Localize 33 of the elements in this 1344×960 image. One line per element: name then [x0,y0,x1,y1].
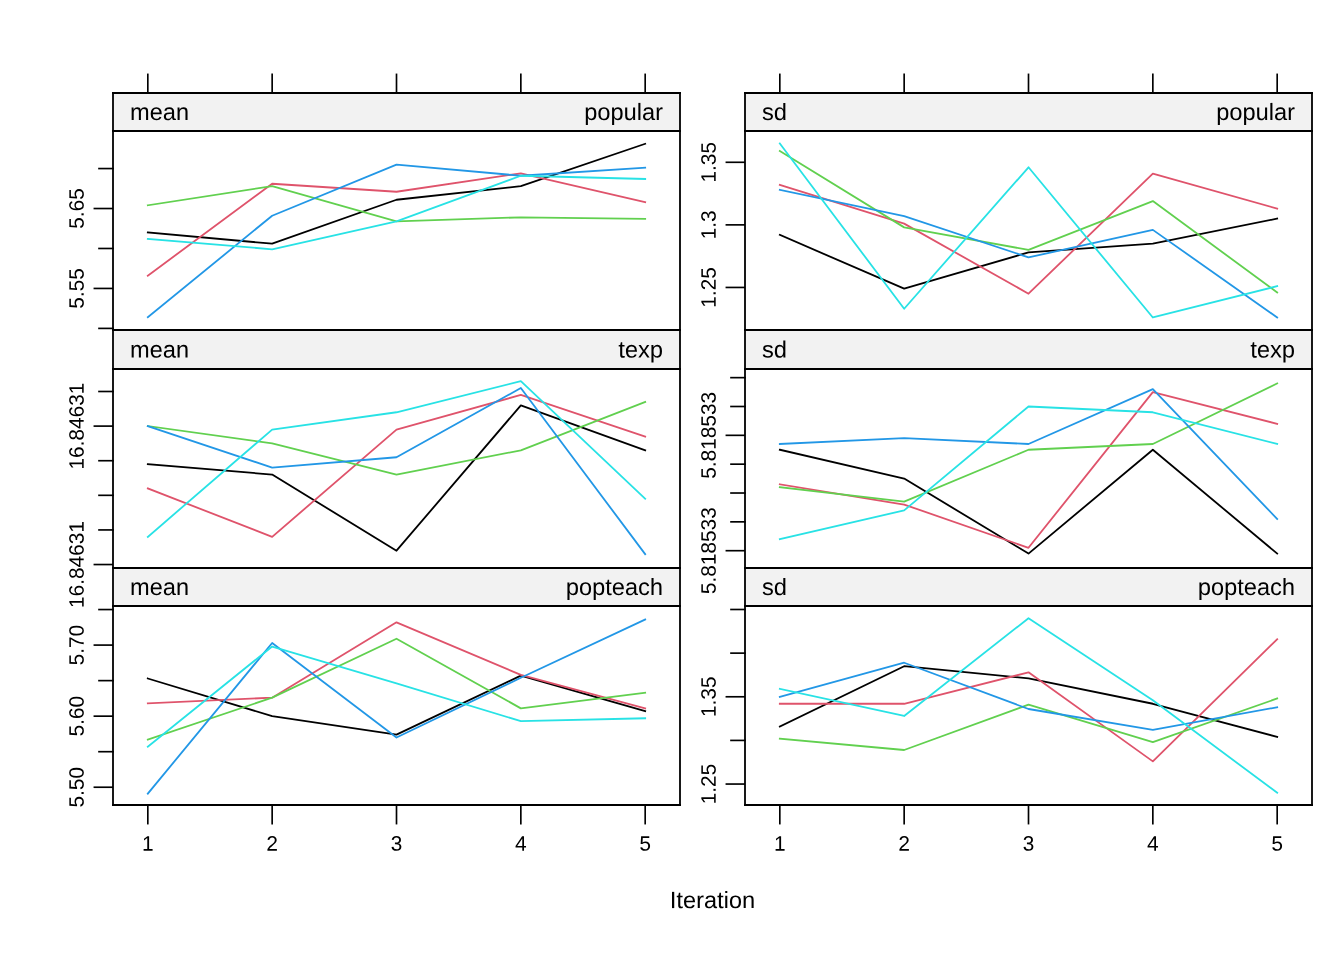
chart-subtitle: popteach [1199,577,1294,600]
y-tick-label: 1.25 [701,764,716,803]
x-tick-label: 3 [1023,836,1034,851]
chart-title: sd [762,577,786,596]
y-tick-label: 1.35 [701,677,716,716]
x-tick-label: 5 [640,836,651,851]
y-tick-label: 16.84631 [69,383,84,468]
y-tick-label: 5.818533 [701,508,716,594]
chart-subtitle: popteach [567,577,662,600]
chart-title: mean [131,582,188,596]
x-tick-label: 1 [775,836,785,851]
y-tick-label: 5.818533 [701,392,716,478]
y-tick-label: 1.3 [701,211,716,238]
x-tick-label: 2 [267,836,277,851]
chart-title: sd [762,340,786,358]
x-tick-label: 4 [515,836,527,851]
x-tick-label: 2 [899,836,909,851]
y-tick-label: 5.65 [69,189,84,228]
y-tick-label: 5.50 [69,767,84,807]
y-tick-label: 5.55 [69,269,84,308]
chart-subtitle: texp [1250,342,1294,363]
x-axis-title: Iteration [672,890,754,909]
y-tick-label: 5.70 [69,625,84,665]
y-tick-label: 16.84631 [69,522,84,607]
chart-subtitle: texp [618,342,662,363]
x-tick-label: 3 [391,836,402,851]
y-tick-label: 5.60 [69,696,84,736]
x-tick-label: 5 [1272,836,1283,851]
chart-title: mean [131,344,188,358]
y-tick-label: 1.35 [701,142,716,181]
y-tick-label: 1.25 [701,268,716,307]
x-tick-label: 4 [1147,836,1159,851]
x-tick-label: 1 [143,836,153,851]
